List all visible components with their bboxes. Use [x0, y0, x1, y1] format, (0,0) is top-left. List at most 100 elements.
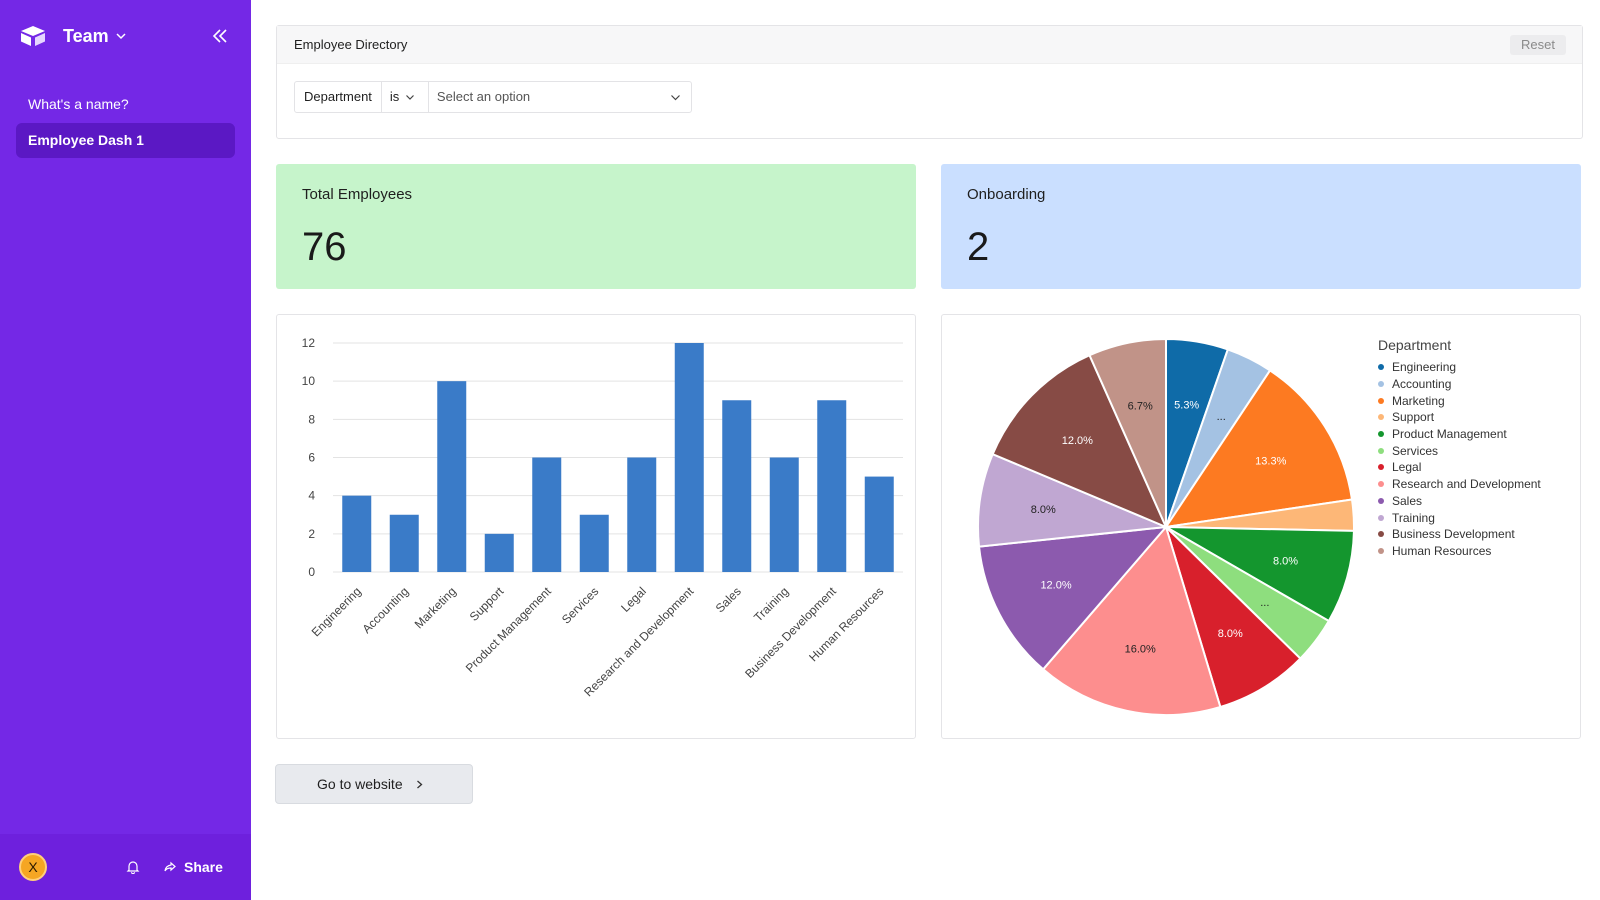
pie-chart: 5.3%... 13.3% 8.0%... 8.0% 16.0% 12.0% 8.0% 12.…	[977, 337, 1355, 716]
legend-label: Product Management	[1392, 427, 1507, 442]
pie-slice[interactable]	[977, 525, 1169, 671]
legend-marker	[1378, 497, 1384, 504]
bar[interactable]	[389, 514, 419, 572]
pie-slice-label: ...	[1260, 597, 1269, 609]
chevron-down-icon[interactable]	[115, 30, 127, 42]
y-tick-label: 10	[302, 374, 316, 388]
pie-slice-label: 12.0%	[1040, 579, 1071, 591]
go-to-website-button[interactable]: Go to website	[275, 764, 473, 804]
x-tick-label: Support	[467, 584, 507, 624]
reset-button[interactable]: Reset	[1510, 35, 1566, 55]
legend-item[interactable]: Accounting	[1378, 376, 1578, 393]
bar[interactable]	[674, 343, 704, 572]
legend-marker	[1378, 381, 1384, 388]
bar[interactable]	[532, 457, 562, 573]
legend-item[interactable]: Services	[1378, 442, 1578, 459]
legend-item[interactable]: Support	[1378, 409, 1578, 426]
legend-title: Department	[1378, 337, 1452, 353]
x-tick-label: Engineering	[309, 584, 364, 639]
x-tick-label: Training	[751, 584, 791, 624]
go-to-website-label: Go to website	[317, 776, 403, 792]
filter-operator-select[interactable]: is	[382, 82, 429, 112]
legend-marker	[1378, 481, 1384, 488]
share-button[interactable]: Share	[163, 856, 223, 878]
pie-slice-label: 5.3%	[1174, 400, 1199, 412]
pie-slice[interactable]	[1165, 526, 1355, 623]
y-tick-label: 12	[302, 336, 316, 350]
legend-marker	[1378, 547, 1384, 554]
bar[interactable]	[579, 514, 609, 572]
legend-marker	[1378, 464, 1384, 471]
chevron-right-icon	[416, 780, 423, 788]
legend-label: Sales	[1392, 493, 1423, 508]
pie-slice[interactable]	[1165, 526, 1302, 709]
onboarding-card: Onboarding 2	[941, 164, 1581, 289]
bell-icon[interactable]	[126, 860, 140, 874]
pie-slice[interactable]	[991, 353, 1168, 529]
bar[interactable]	[342, 495, 372, 572]
collapse-sidebar-icon[interactable]	[210, 26, 230, 46]
legend-label: Services	[1392, 443, 1439, 458]
legend-item[interactable]: Sales	[1378, 493, 1578, 510]
y-tick-label: 4	[308, 489, 315, 503]
chevron-down-icon	[406, 95, 415, 100]
stat-value: 2	[967, 225, 990, 269]
pie-slice-label: 6.7%	[1128, 401, 1153, 413]
pie-slice[interactable]	[977, 452, 1167, 548]
legend-item[interactable]: Human Resources	[1378, 543, 1578, 560]
stat-label: Onboarding	[967, 186, 1046, 203]
sidebar-item-whats-a-name[interactable]: What's a name?	[28, 96, 129, 112]
bar[interactable]	[817, 400, 847, 572]
x-tick-label: Sales	[713, 584, 744, 615]
filter-value-placeholder: Select an option	[436, 89, 531, 104]
pie-slice-label: 8.0%	[1031, 504, 1056, 516]
pie-slice-label: 13.3%	[1255, 456, 1286, 468]
sidebar-header: Team	[20, 24, 230, 48]
legend-label: Training	[1392, 510, 1435, 525]
filter-field-label: Department	[295, 82, 382, 112]
stat-value: 76	[302, 225, 347, 269]
legend-item[interactable]: Training	[1378, 509, 1578, 526]
legend-item[interactable]: Business Development	[1378, 526, 1578, 543]
x-tick-label: Legal	[618, 584, 649, 615]
x-tick-label: Accounting	[359, 584, 411, 636]
filter-operator-value: is	[389, 89, 400, 104]
bar[interactable]	[722, 400, 752, 572]
pie-slice[interactable]	[1163, 369, 1354, 529]
share-label: Share	[184, 859, 223, 875]
bar[interactable]	[627, 457, 657, 573]
legend-item[interactable]: Product Management	[1378, 426, 1578, 443]
x-tick-label: Marketing	[412, 584, 459, 631]
bar[interactable]	[484, 533, 514, 572]
legend-marker	[1378, 531, 1384, 538]
sidebar: Team What's a name? Employee Dash 1 X Sh…	[0, 0, 251, 900]
legend-label: Research and Development	[1392, 477, 1541, 492]
legend-item[interactable]: Research and Development	[1378, 476, 1578, 493]
employee-directory-filter-card: Employee Directory Reset Department is S…	[276, 25, 1583, 139]
legend-marker	[1378, 514, 1384, 521]
total-employees-card: Total Employees 76	[276, 164, 916, 289]
legend-item[interactable]: Marketing	[1378, 392, 1578, 409]
avatar[interactable]: X	[19, 853, 47, 881]
bar[interactable]	[437, 381, 467, 572]
pie-slice-label: 8.0%	[1218, 628, 1243, 640]
pie-slice-label: ...	[1217, 411, 1226, 423]
department-filter: Department is Select an option	[294, 81, 692, 113]
filter-value-select[interactable]: Select an option	[429, 82, 691, 112]
legend-item[interactable]: Engineering	[1378, 359, 1578, 376]
pie-slice[interactable]	[1088, 337, 1167, 528]
team-switcher[interactable]: Team	[63, 25, 109, 46]
legend-label: Accounting	[1392, 377, 1452, 392]
bar[interactable]	[864, 476, 894, 572]
y-tick-label: 6	[308, 451, 315, 465]
bar[interactable]	[769, 457, 799, 573]
x-tick-label: Product Management	[463, 584, 554, 675]
pie-slice-label: 12.0%	[1062, 435, 1093, 447]
chevron-down-icon	[670, 95, 680, 101]
pie-slice[interactable]	[1041, 524, 1222, 716]
legend-marker	[1378, 447, 1384, 454]
department-pie-chart-card: 5.3%... 13.3% 8.0%... 8.0% 16.0% 12.0% 8.0% 12.…	[941, 314, 1581, 739]
legend-label: Business Development	[1392, 527, 1515, 542]
legend-item[interactable]: Legal	[1378, 459, 1578, 476]
sidebar-item-employee-dash-1[interactable]: Employee Dash 1	[16, 123, 235, 158]
